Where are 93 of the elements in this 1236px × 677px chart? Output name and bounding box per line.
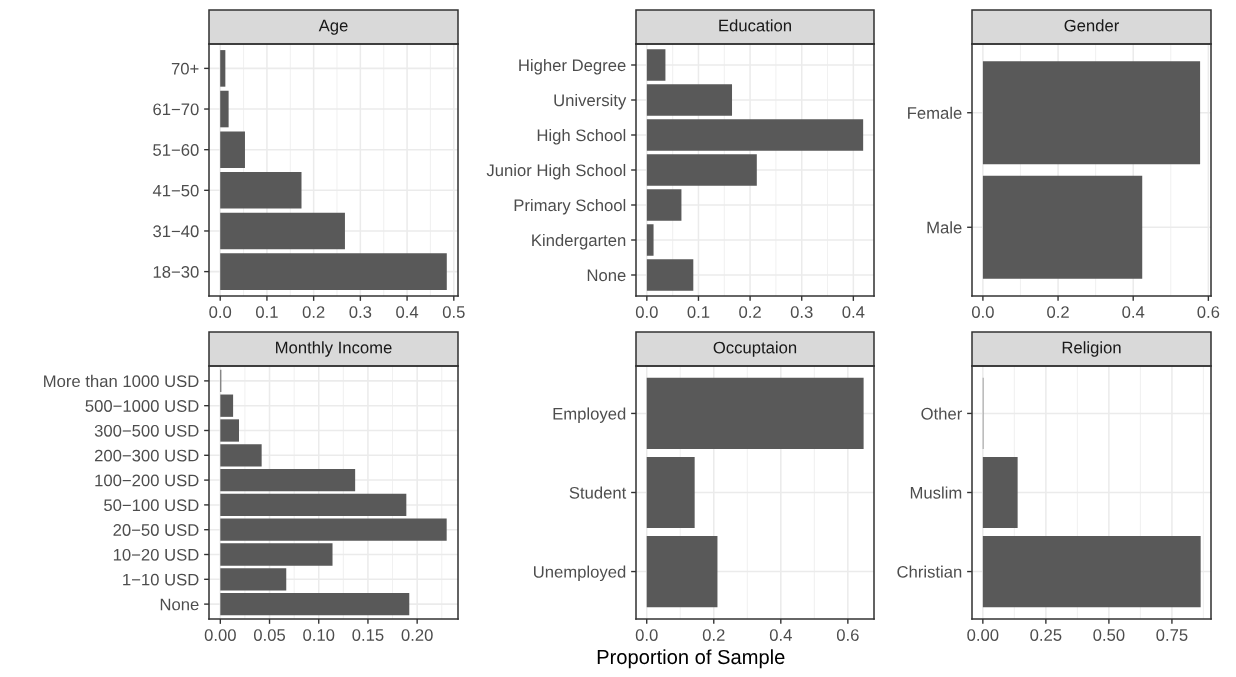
bar <box>646 154 757 186</box>
y-tick-label: 500−1000 USD <box>85 400 199 412</box>
y-tick-label: 70+ <box>171 62 199 75</box>
x-tick-label: 0.2 <box>739 306 761 318</box>
y-tick-label: Junior High School <box>486 163 626 180</box>
y-tick-label: Christian <box>897 565 962 578</box>
bar <box>220 394 234 417</box>
y-tick-label: 61−70 <box>153 103 199 116</box>
x-tick-label: 0.05 <box>253 629 286 641</box>
bar <box>220 468 356 492</box>
y-tick-label: 18−30 <box>153 266 199 278</box>
chart-title: Occuptaion <box>713 341 797 357</box>
x-tick-label: 0.15 <box>352 629 384 641</box>
y-tick-label: Primary School <box>514 198 626 215</box>
x-tick-label: 0.00 <box>204 629 236 641</box>
y-tick-label: None <box>160 598 199 611</box>
bar <box>220 253 447 290</box>
bar <box>646 535 718 608</box>
chart-title: Age <box>318 19 348 35</box>
x-tick-label: 0.4 <box>1122 306 1145 318</box>
x-tick-label: 0.1 <box>256 306 278 318</box>
bar <box>982 535 1201 608</box>
x-axis-title: Proportion of Sample <box>597 649 785 669</box>
bar <box>220 212 345 250</box>
x-tick-label: 0.3 <box>790 306 813 318</box>
y-tick-label: Employed <box>553 407 626 423</box>
x-tick-label: 0.1 <box>687 306 710 318</box>
bar <box>646 259 694 291</box>
y-tick-label: 300−500 USD <box>94 424 199 437</box>
bar <box>220 419 240 442</box>
x-tick-label: 0.4 <box>769 629 792 641</box>
y-tick-label: 50−100 USD <box>104 499 199 512</box>
x-tick-label: 0.2 <box>1047 306 1069 318</box>
y-tick-label: Unemployed <box>534 565 626 582</box>
y-tick-label: None <box>587 269 626 282</box>
chart-title: Education <box>719 19 791 32</box>
bar <box>646 84 733 116</box>
chart-title: Monthly Income <box>276 341 392 357</box>
y-tick-label: Kindergarten <box>532 233 626 250</box>
x-tick-label: 0.0 <box>971 306 994 318</box>
y-tick-label: Muslim <box>910 486 962 499</box>
y-tick-label: 1−10 USD <box>123 573 199 586</box>
x-tick-label: 0.25 <box>1030 629 1062 641</box>
x-tick-label: 0.0 <box>635 306 658 318</box>
bar <box>646 456 695 529</box>
y-tick-label: Male <box>927 221 962 234</box>
bar <box>646 119 864 151</box>
bar <box>982 456 1018 529</box>
y-tick-label: 100−200 USD <box>95 474 199 487</box>
bar <box>220 592 410 616</box>
x-tick-label: 0.75 <box>1156 629 1188 641</box>
y-tick-label: 10−20 USD <box>113 548 199 561</box>
x-tick-label: 0.00 <box>967 629 999 641</box>
bar <box>220 493 407 517</box>
y-tick-label: Higher Degree <box>519 58 626 75</box>
x-tick-label: 0.50 <box>1093 629 1125 641</box>
bar <box>646 49 666 81</box>
bar <box>646 377 864 450</box>
x-tick-label: 0.6 <box>1197 306 1220 318</box>
x-tick-label: 0.4 <box>396 306 419 318</box>
y-tick-label: 200−300 USD <box>94 449 199 462</box>
y-tick-label: Female <box>908 106 962 119</box>
x-tick-label: 0.6 <box>836 629 859 641</box>
x-tick-label: 0.4 <box>842 306 865 318</box>
x-tick-label: 0.0 <box>635 629 658 641</box>
x-tick-label: 0.2 <box>302 306 325 318</box>
bar <box>220 90 229 128</box>
x-tick-label: 0.5 <box>442 306 465 318</box>
y-tick-label: 51−60 <box>153 144 199 156</box>
bar <box>220 131 245 168</box>
x-tick-label: 0.3 <box>349 306 372 318</box>
bar <box>220 568 287 591</box>
chart-title: Gender <box>1064 19 1120 32</box>
bar <box>646 224 654 256</box>
chart-title: Religion <box>1062 341 1121 357</box>
x-tick-label: 0.10 <box>303 629 335 641</box>
bar <box>220 50 226 87</box>
y-tick-label: Student <box>569 486 627 499</box>
y-tick-label: 31−40 <box>153 225 199 238</box>
y-tick-label: More than 1000 USD <box>44 374 199 388</box>
bar <box>220 172 302 209</box>
y-tick-label: 20−50 USD <box>113 524 199 536</box>
y-tick-label: 41−50 <box>152 184 199 197</box>
bar <box>646 189 682 221</box>
x-tick-label: 0.0 <box>209 306 232 318</box>
y-tick-label: Other <box>921 407 962 420</box>
y-tick-label: High School <box>537 128 626 145</box>
bar <box>220 444 262 467</box>
bar <box>220 518 447 541</box>
y-tick-label: University <box>554 93 627 110</box>
x-tick-label: 0.2 <box>702 629 725 641</box>
bar <box>220 543 333 566</box>
x-tick-label: 0.20 <box>401 629 433 641</box>
